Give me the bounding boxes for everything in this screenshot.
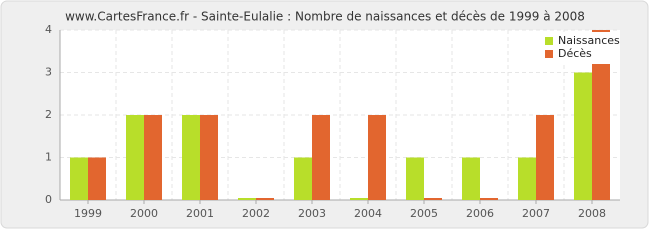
bar [518, 157, 536, 200]
legend-label: Naissances [558, 34, 620, 47]
x-tick-label: 2007 [522, 207, 550, 220]
bar [536, 115, 554, 200]
x-tick-label: 2004 [354, 207, 382, 220]
bar [238, 198, 256, 200]
bar [126, 115, 144, 200]
y-tick-label: 2 [45, 108, 52, 121]
x-tick-label: 2002 [242, 207, 270, 220]
bar [480, 198, 498, 200]
y-tick-label: 1 [45, 151, 52, 164]
bar [144, 115, 162, 200]
bar [70, 157, 88, 200]
bar [424, 198, 442, 200]
bar [294, 157, 312, 200]
bar [312, 115, 330, 200]
x-tick-label: 2005 [410, 207, 438, 220]
legend-swatch [545, 37, 553, 45]
y-tick-label: 0 [45, 193, 52, 206]
legend-swatch [545, 50, 553, 58]
bar [574, 72, 592, 200]
x-tick-label: 2006 [466, 207, 494, 220]
bar [182, 115, 200, 200]
bar [462, 157, 480, 200]
x-tick-label: 2003 [298, 207, 326, 220]
bar [88, 157, 106, 200]
bar [256, 198, 274, 200]
bar [200, 115, 218, 200]
chart-title: www.CartesFrance.fr - Sainte-Eulalie : N… [65, 10, 585, 24]
legend-label: Décès [558, 47, 592, 60]
bar [592, 30, 610, 200]
x-tick-label: 1999 [74, 207, 102, 220]
bar [406, 157, 424, 200]
bar [350, 198, 368, 200]
x-tick-label: 2008 [578, 207, 606, 220]
y-tick-label: 4 [45, 23, 52, 36]
x-tick-label: 2000 [130, 207, 158, 220]
bar [368, 115, 386, 200]
x-tick-label: 2001 [186, 207, 214, 220]
chart: www.CartesFrance.fr - Sainte-Eulalie : N… [0, 0, 649, 229]
y-tick-label: 3 [45, 66, 52, 79]
